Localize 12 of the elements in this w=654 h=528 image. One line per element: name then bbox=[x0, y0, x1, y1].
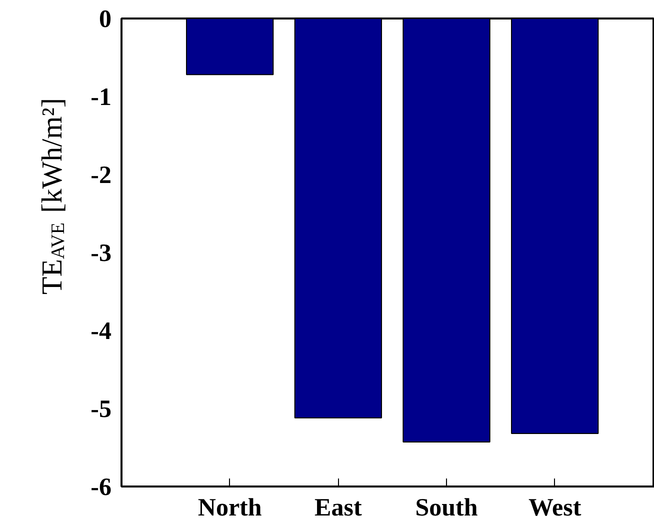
x-tick-label: North bbox=[198, 494, 262, 522]
y-tick-label: 0 bbox=[99, 6, 112, 33]
x-tick-label: East bbox=[314, 494, 362, 522]
x-tick-label: South bbox=[415, 494, 478, 522]
y-tick-label: -6 bbox=[90, 474, 112, 501]
x-tick-label: West bbox=[528, 494, 582, 522]
y-tick-label: -3 bbox=[90, 240, 112, 267]
y-tick-label: -2 bbox=[90, 162, 112, 189]
y-tick-label: -1 bbox=[90, 84, 112, 111]
y-tick-label: -5 bbox=[90, 396, 112, 423]
y-tick-label: -4 bbox=[90, 318, 112, 345]
y-axis-title: TEAVE [kWh/m²] bbox=[36, 98, 69, 294]
